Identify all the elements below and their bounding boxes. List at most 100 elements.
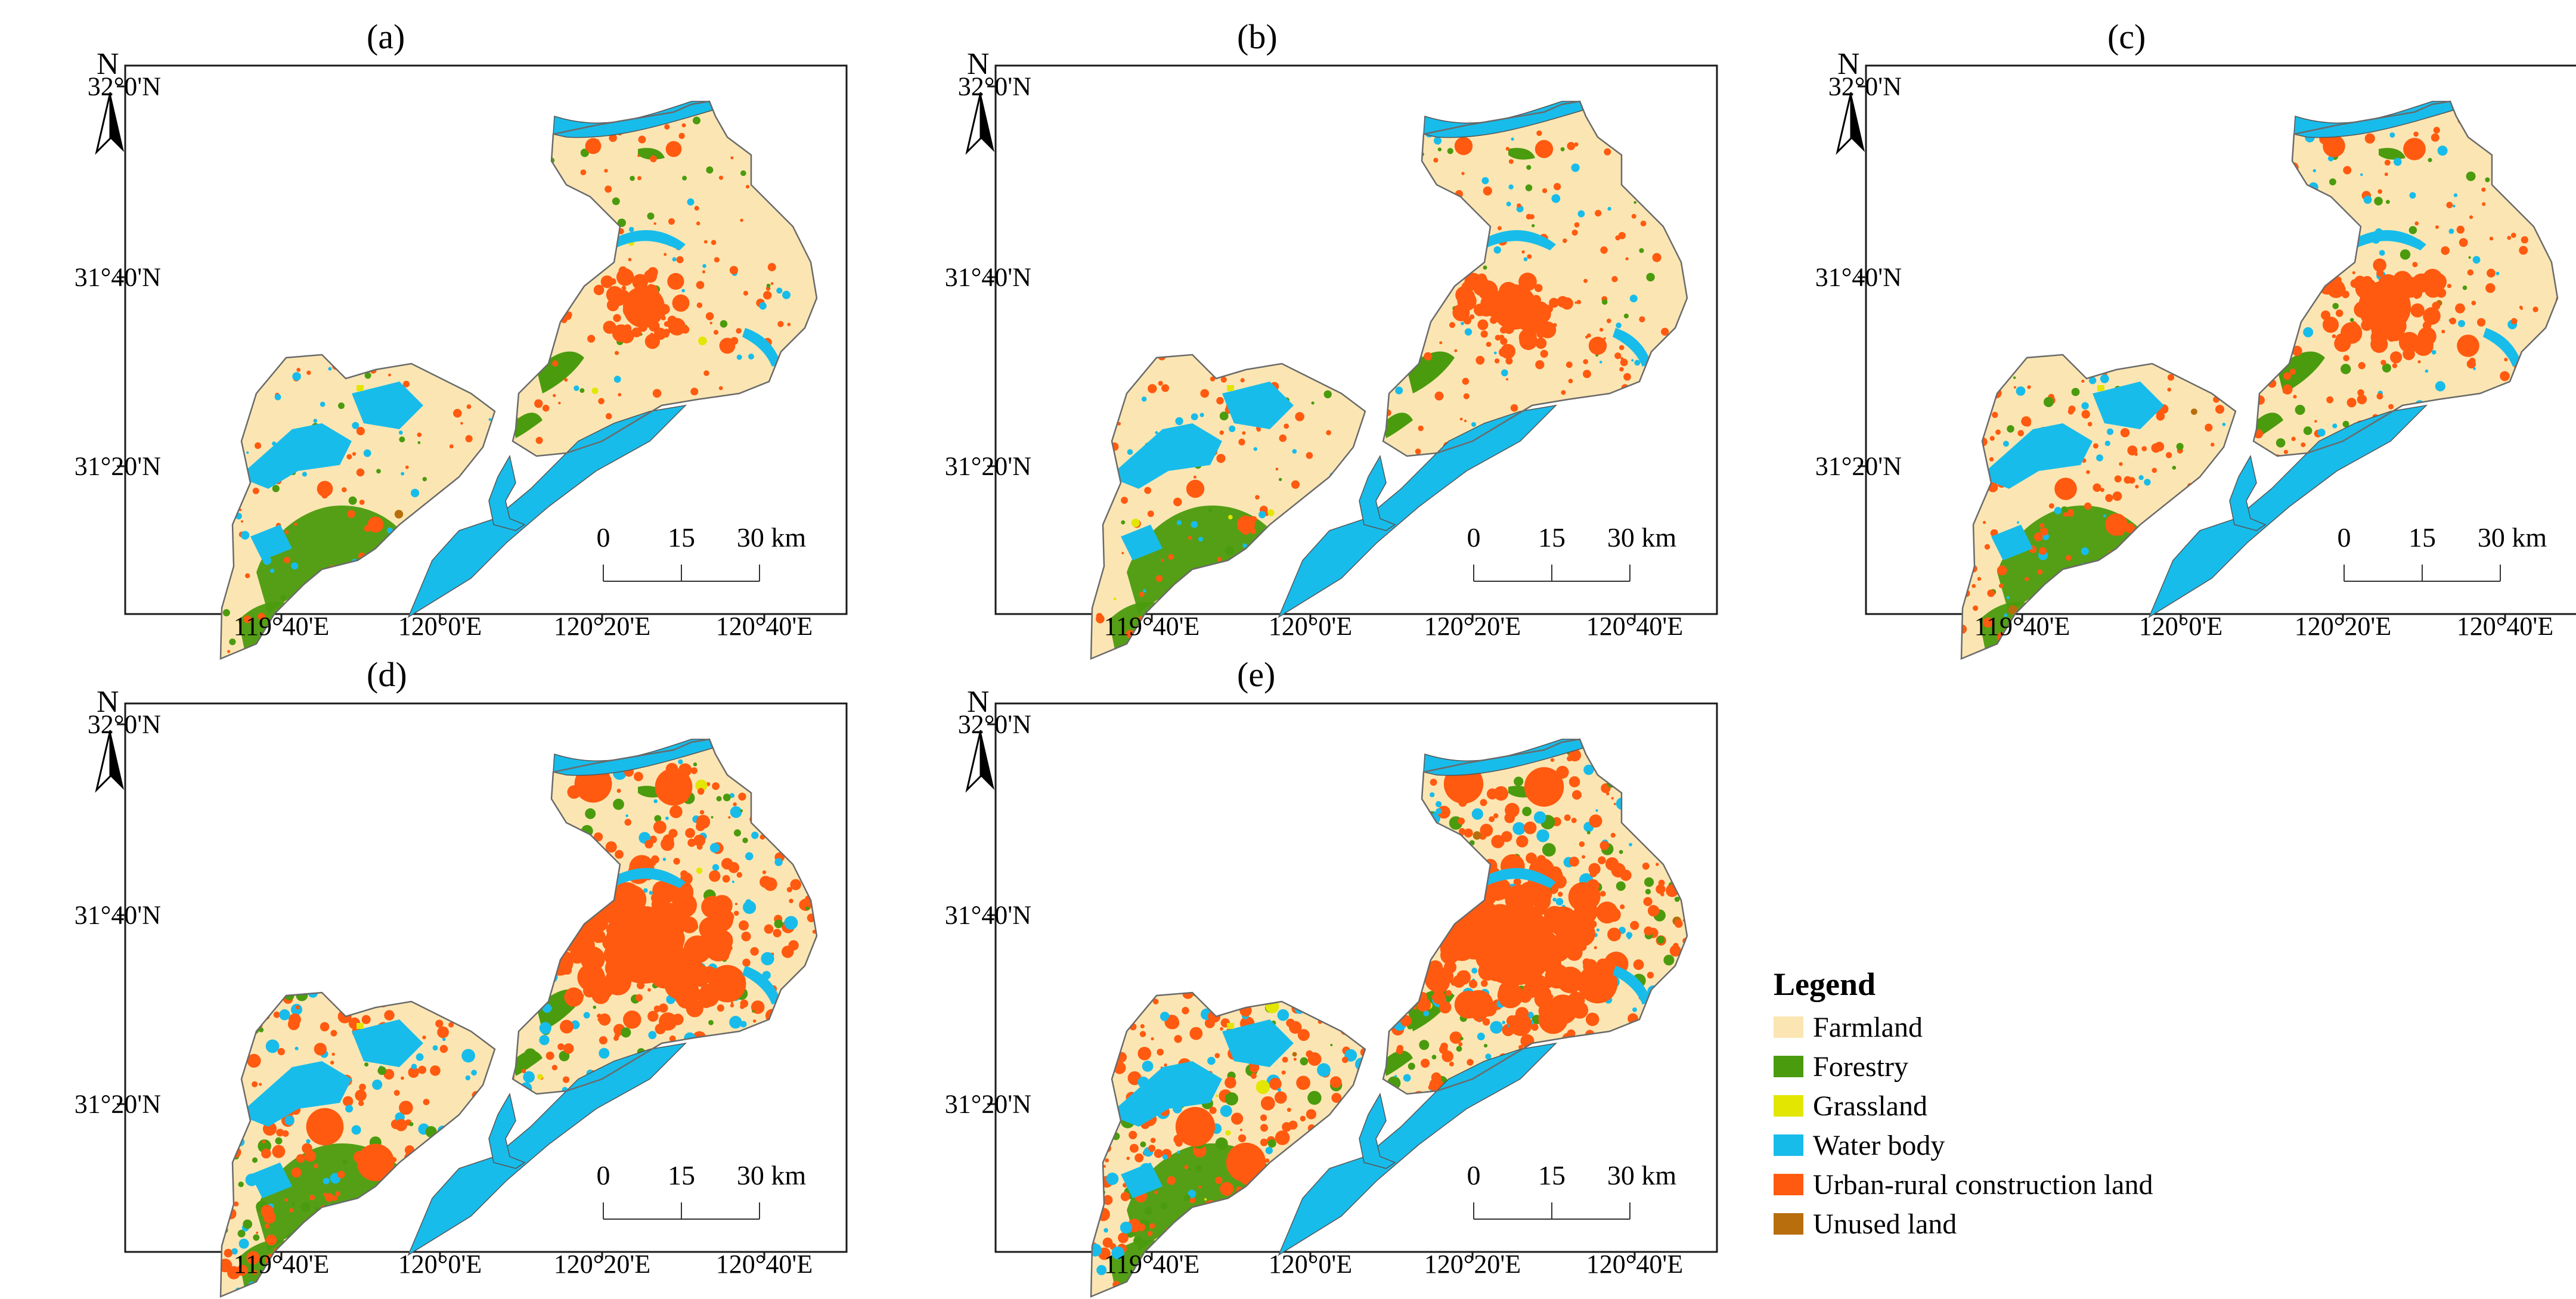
landcover-dot bbox=[2548, 113, 2557, 122]
landcover-dot bbox=[2177, 139, 2186, 148]
landcover-dot bbox=[1304, 772, 1318, 786]
landcover-dot bbox=[773, 1023, 781, 1031]
landcover-dot bbox=[547, 960, 552, 965]
landcover-dot bbox=[1343, 1287, 1354, 1297]
landcover-dot bbox=[783, 102, 792, 111]
landcover-dot bbox=[744, 1282, 755, 1292]
landcover-dot bbox=[472, 807, 481, 816]
landcover-dot bbox=[1121, 870, 1133, 882]
landcover-dot bbox=[760, 742, 770, 753]
landcover-dot bbox=[1490, 1021, 1503, 1034]
landcover-dot bbox=[2512, 404, 2518, 410]
landcover-dot bbox=[2361, 642, 2372, 652]
landcover-dot bbox=[1564, 593, 1574, 603]
landcover-dot bbox=[328, 869, 336, 876]
landcover-dot bbox=[518, 552, 526, 560]
landcover-dot bbox=[1384, 1258, 1391, 1266]
landcover-dot bbox=[705, 312, 714, 321]
landcover-dot bbox=[1282, 1057, 1285, 1060]
landcover-dot bbox=[1241, 1263, 1253, 1275]
landcover-dot bbox=[340, 948, 345, 953]
landcover-dot bbox=[1670, 1192, 1674, 1195]
landcover-dot bbox=[2180, 255, 2184, 259]
landcover-dot bbox=[1155, 877, 1164, 886]
landcover-dot bbox=[1108, 739, 1122, 749]
landcover-dot bbox=[2119, 462, 2123, 466]
landcover-dot bbox=[1328, 917, 1333, 922]
landcover-dot bbox=[814, 457, 817, 463]
landcover-dot bbox=[1127, 449, 1133, 455]
landcover-dot bbox=[668, 218, 675, 225]
landcover-dot bbox=[1096, 855, 1103, 863]
landcover-dot bbox=[1545, 504, 1550, 509]
landcover-dot bbox=[2282, 650, 2287, 656]
landcover-dot bbox=[534, 399, 543, 408]
landcover-dot bbox=[372, 240, 380, 249]
landcover-dot bbox=[2279, 250, 2287, 258]
landcover-dot bbox=[1256, 1080, 1270, 1095]
landcover-dot bbox=[1603, 758, 1616, 771]
landcover-dot bbox=[2199, 315, 2210, 325]
landcover-dot bbox=[1146, 761, 1151, 765]
landcover-dot bbox=[702, 263, 706, 268]
landcover-dot bbox=[1091, 320, 1098, 327]
landcover-dot bbox=[1194, 875, 1208, 888]
landcover-dot bbox=[703, 240, 708, 244]
landcover-dot bbox=[596, 1127, 607, 1138]
panel-label: (b) bbox=[1237, 17, 1278, 56]
landcover-dot bbox=[593, 871, 600, 878]
landcover-dot bbox=[316, 176, 320, 180]
landcover-dot bbox=[1508, 159, 1514, 164]
landcover-dot bbox=[2350, 647, 2358, 655]
landcover-dot bbox=[332, 1195, 337, 1201]
water-canal bbox=[742, 328, 781, 367]
landcover-dot bbox=[730, 806, 742, 819]
landcover-dot bbox=[2175, 157, 2181, 163]
landcover-dot bbox=[1091, 847, 1101, 861]
landcover-dot bbox=[751, 139, 758, 147]
landcover-dot bbox=[2242, 365, 2251, 374]
landcover-dot bbox=[1241, 777, 1255, 792]
landcover-dot bbox=[1579, 841, 1585, 847]
landcover-dot bbox=[1353, 342, 1359, 348]
landcover-dot bbox=[736, 767, 739, 770]
landcover-dot bbox=[2129, 624, 2135, 630]
landcover-dot bbox=[449, 595, 456, 602]
landcover-dot bbox=[375, 360, 382, 367]
landcover-dot bbox=[2171, 178, 2177, 183]
landcover-dot bbox=[2209, 129, 2212, 133]
urban-cluster-dot bbox=[2410, 303, 2425, 318]
landcover-dot bbox=[1120, 144, 1126, 150]
landcover-dot bbox=[799, 999, 804, 1005]
landcover-dot bbox=[743, 900, 757, 914]
landcover-dot bbox=[2171, 271, 2180, 281]
landcover-dot bbox=[1175, 841, 1184, 850]
landcover-dot bbox=[807, 1139, 814, 1146]
landcover-dot bbox=[765, 1091, 778, 1103]
landcover-dot bbox=[268, 810, 281, 823]
landcover-dot bbox=[330, 145, 336, 152]
landcover-dot bbox=[1524, 531, 1532, 538]
landcover-dot bbox=[1284, 1199, 1287, 1203]
landcover-dot bbox=[553, 1143, 565, 1155]
landcover-dot bbox=[1204, 974, 1214, 984]
landcover-dot bbox=[1661, 747, 1676, 761]
landcover-dot bbox=[1416, 519, 1422, 525]
landcover-dot bbox=[605, 185, 612, 193]
landcover-dot bbox=[1266, 739, 1273, 744]
landcover-dot bbox=[1328, 850, 1338, 861]
landcover-dot bbox=[1625, 257, 1629, 261]
lon-tick-label: 120°40'E bbox=[715, 612, 813, 641]
landcover-dot bbox=[1308, 531, 1313, 537]
landcover-dot bbox=[1226, 940, 1233, 947]
landcover-dot bbox=[1391, 599, 1396, 604]
map-frame bbox=[994, 64, 1718, 615]
landcover-dot bbox=[1155, 213, 1159, 218]
landcover-dot bbox=[393, 762, 398, 767]
landcover-dot bbox=[281, 878, 288, 885]
landcover-dot bbox=[1234, 325, 1239, 330]
landcover-dot bbox=[1337, 761, 1351, 775]
landcover-dot bbox=[1132, 875, 1146, 888]
water-canal bbox=[614, 230, 686, 250]
landcover-dot bbox=[583, 1170, 593, 1179]
